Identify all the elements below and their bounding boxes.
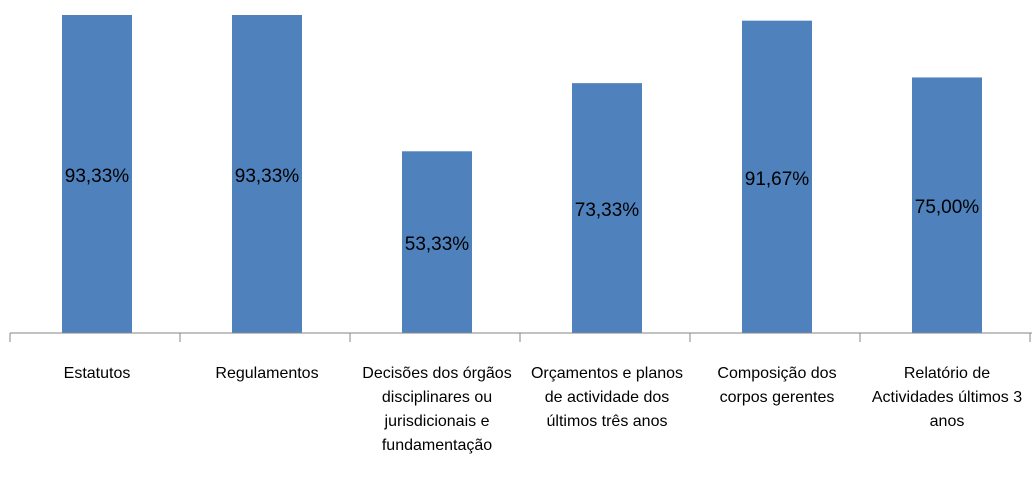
- x-tick-label: Relatório de Actividades últimos 3 anos: [871, 365, 1023, 430]
- x-tick-label: Decisões dos órgãos disciplinares ou jur…: [362, 365, 512, 454]
- data-label: 93,33%: [65, 166, 130, 187]
- bar: [572, 83, 642, 333]
- data-label: 91,67%: [745, 169, 810, 190]
- data-label: 53,33%: [405, 234, 470, 255]
- x-tick-label: Orçamentos e planos de actividade dos úl…: [530, 365, 684, 430]
- x-tick-label: Composição dos corpos gerentes: [717, 365, 837, 406]
- bar: [232, 15, 302, 333]
- bar: [402, 151, 472, 333]
- data-label: 73,33%: [575, 200, 640, 221]
- x-tick-label: Estatutos: [63, 365, 131, 382]
- bar: [912, 77, 982, 333]
- data-label: 75,00%: [915, 197, 980, 218]
- x-tick-label: Regulamentos: [215, 365, 319, 382]
- bar: [62, 15, 132, 333]
- bar: [742, 20, 812, 333]
- data-label: 93,33%: [235, 166, 300, 187]
